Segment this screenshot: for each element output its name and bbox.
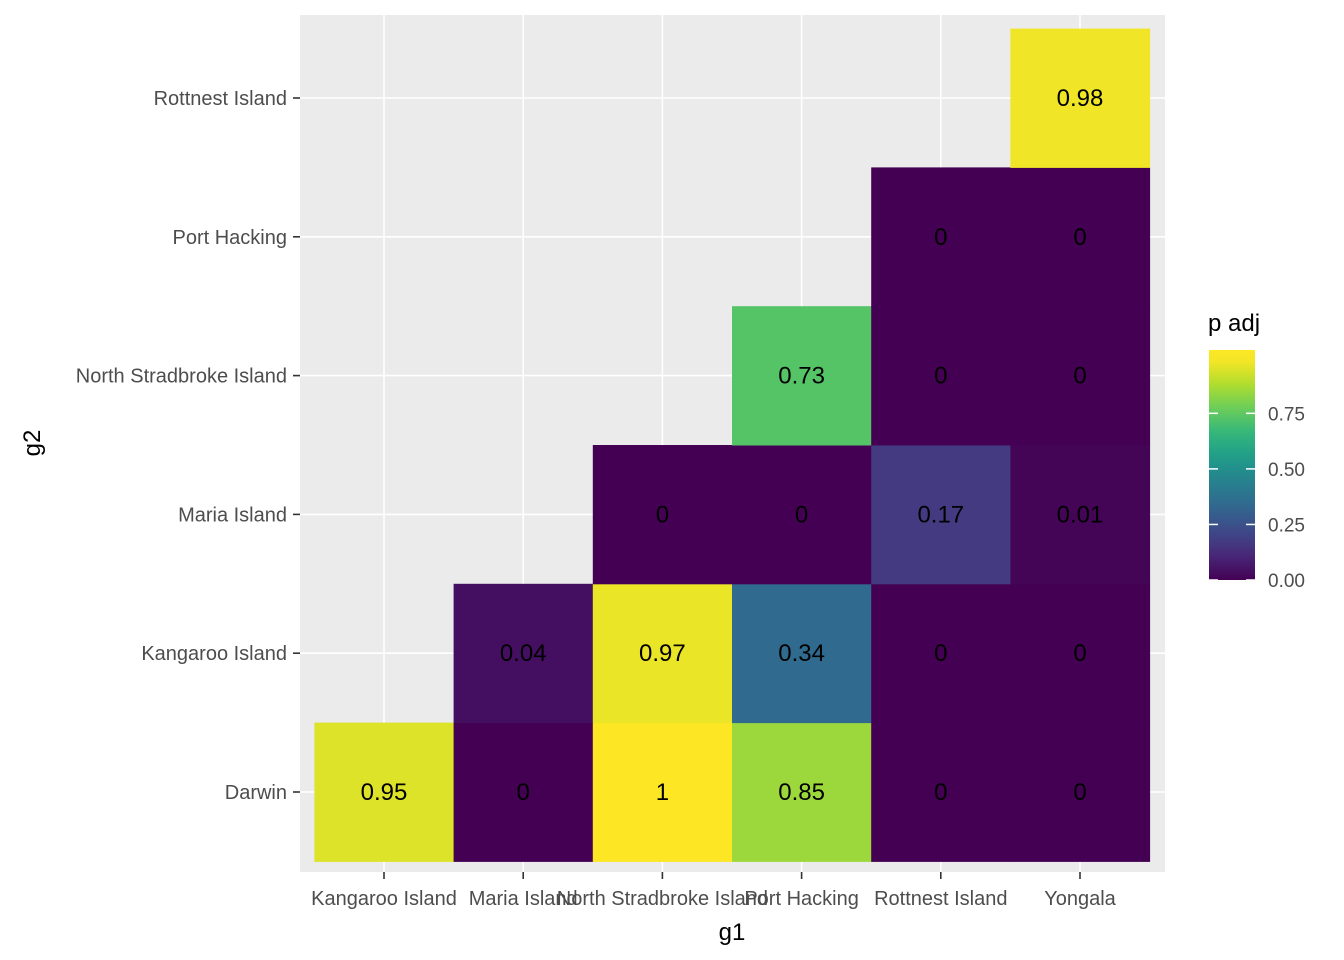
cell-value-label: 0.95	[361, 779, 408, 806]
cell-value-label: 0.04	[500, 640, 547, 667]
cell-value-label: 0.85	[778, 779, 825, 806]
y-axis: Darwin Kangaroo Island Maria Island North S…	[76, 88, 300, 804]
legend-break-label: 0.25	[1268, 515, 1305, 536]
heatmap-cell	[1010, 167, 1151, 307]
legend-break-label: 0.50	[1268, 460, 1305, 481]
cell-value-label: 0.97	[639, 640, 686, 667]
cell-value-label: 0	[934, 363, 947, 390]
heatmap-cell	[871, 583, 1011, 724]
cell-value-label: 0	[934, 224, 947, 251]
color-legend: p adj 0.00 0.25 0.50 0.75	[1208, 310, 1305, 592]
legend-break-label: 0.75	[1268, 404, 1305, 425]
heatmap-cell	[1010, 722, 1151, 862]
heatmap-cell	[1010, 445, 1151, 585]
heatmap-cell	[871, 306, 1011, 446]
y-axis-title: g2	[19, 430, 46, 457]
cell-value-label: 0.34	[778, 640, 825, 667]
heatmap-cell	[1010, 28, 1151, 168]
x-tick-label: Rottnest Island	[874, 888, 1007, 910]
legend-break-label: 0.00	[1268, 571, 1305, 592]
x-tick-label: Maria Island	[469, 888, 578, 910]
x-tick-label: Kangaroo Island	[311, 888, 457, 910]
cell-value-label: 0.98	[1057, 85, 1104, 112]
heatmap-cell	[453, 722, 594, 862]
heatmap-cell	[732, 722, 872, 862]
x-tick-label: Yongala	[1044, 888, 1116, 910]
cell-value-label: 0	[1073, 640, 1086, 667]
y-tick-label: Kangaroo Island	[141, 643, 287, 665]
cell-value-label: 1	[656, 779, 669, 806]
y-tick-label: Rottnest Island	[154, 88, 287, 110]
heatmap-cells	[314, 28, 1151, 862]
cell-value-label: 0.01	[1057, 501, 1104, 528]
heatmap-cell	[1010, 583, 1151, 724]
cell-value-label: 0	[1073, 779, 1086, 806]
x-axis-title: g1	[719, 919, 746, 946]
cell-value-label: 0	[934, 640, 947, 667]
legend-colorbar	[1209, 350, 1255, 580]
y-tick-label: Darwin	[225, 782, 287, 804]
heatmap-cell	[871, 722, 1011, 862]
heatmap-cell	[453, 583, 594, 724]
cell-value-label: 0.17	[917, 501, 964, 528]
cell-value-label: 0	[1073, 363, 1086, 390]
heatmap-cell	[1010, 306, 1151, 446]
x-tick-label: North Stradbroke Island	[557, 888, 768, 910]
legend-title: p adj	[1208, 310, 1260, 337]
heatmap-cell	[592, 445, 733, 585]
cell-value-label: 0	[795, 501, 808, 528]
heatmap-cell	[592, 583, 733, 724]
cell-value-label: 0	[517, 779, 530, 806]
heatmap-cell	[592, 722, 733, 862]
heatmap-cell	[732, 583, 872, 724]
cell-value-label: 0	[1073, 224, 1086, 251]
x-tick-label: Port Hacking	[744, 888, 859, 910]
heatmap-cell	[314, 722, 455, 862]
heatmap-cell	[871, 445, 1011, 585]
cell-value-labels: 0.95 0 1 0.85 0 0 0.04 0.97 0.34 0 0 0 0 0.17 0.01 0.73…	[361, 85, 1104, 806]
cell-value-label: 0	[656, 501, 669, 528]
y-tick-label: North Stradbroke Island	[76, 366, 287, 388]
heatmap-cell	[732, 306, 872, 446]
cell-value-label: 0.73	[778, 363, 825, 390]
heatmap-cell	[732, 445, 872, 585]
y-tick-label: Port Hacking	[173, 227, 288, 249]
y-tick-label: Maria Island	[178, 504, 287, 526]
heatmap-cell	[871, 167, 1011, 307]
cell-value-label: 0	[934, 779, 947, 806]
